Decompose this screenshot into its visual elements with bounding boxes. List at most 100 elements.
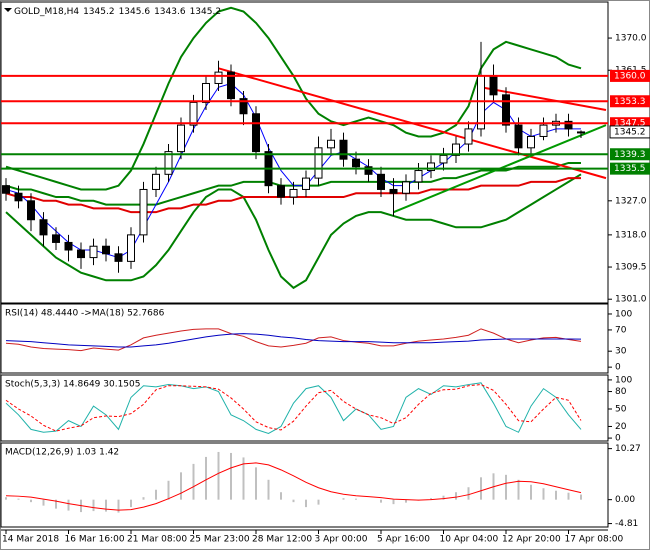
level-label: 1347.5	[614, 119, 646, 129]
candle-body	[377, 173, 385, 190]
candle-body	[277, 185, 285, 198]
y-tick-label: 1327.0	[615, 196, 647, 206]
candle-body	[52, 234, 60, 243]
candle-body	[102, 245, 110, 255]
histogram-bar	[192, 463, 195, 500]
y-tick-label: 1370.0	[615, 34, 647, 44]
candle-body	[364, 166, 373, 175]
histogram-bar	[392, 499, 395, 505]
candle-body	[202, 82, 210, 103]
candle-body	[39, 219, 48, 236]
candle-body	[177, 124, 185, 153]
histogram-bar	[292, 499, 295, 503]
histogram-bar	[242, 457, 245, 500]
x-tick-label: 16 Mar 16:00	[65, 535, 125, 545]
line-series	[5, 173, 582, 290]
y-tick-label: 70	[615, 325, 627, 335]
candle-body	[514, 124, 523, 149]
panel-frame	[0, 303, 609, 374]
x-tick-label: 28 Mar 12:00	[252, 535, 312, 545]
plot-area	[5, 382, 582, 434]
plot-area	[5, 451, 582, 513]
histogram-bar	[467, 487, 470, 500]
histogram-bar	[380, 499, 382, 503]
x-tick-label: 25 Mar 23:00	[190, 535, 250, 545]
candle-body	[64, 241, 73, 251]
histogram-bar	[167, 480, 170, 500]
histogram-bar	[530, 484, 532, 500]
title-part: GOLD_M18,H4	[14, 7, 79, 17]
x-tick-label: 5 Apr 16:00	[377, 535, 430, 545]
plot-area	[5, 328, 582, 352]
candle-body	[302, 177, 310, 190]
trend-line	[480, 86, 607, 111]
line-series	[5, 333, 582, 348]
histogram-bar	[480, 477, 482, 500]
candle-body	[127, 234, 135, 262]
panel-title: MACD(12,26,9) 1.03 1.42	[5, 448, 119, 458]
candle-body	[289, 188, 298, 198]
histogram-bar	[230, 452, 232, 500]
candle-body	[189, 101, 198, 126]
histogram-bar	[117, 499, 120, 513]
candle-body	[14, 192, 23, 202]
y-tick-label: 30	[615, 347, 627, 357]
histogram-bar	[17, 498, 20, 500]
line-series	[5, 382, 582, 434]
candle-body	[577, 131, 585, 134]
histogram-bar	[105, 499, 107, 512]
plot-area	[2, 6, 607, 290]
level-tag	[610, 148, 650, 161]
candle-body	[452, 143, 460, 156]
histogram-bar	[42, 499, 45, 506]
candle-body	[252, 113, 260, 153]
candle-body	[2, 185, 10, 194]
histogram-bar	[342, 498, 345, 500]
histogram-bar	[30, 499, 32, 503]
panel-frame	[0, 442, 609, 528]
y-tick-label: 0.00	[615, 495, 635, 505]
histogram-bar	[505, 474, 507, 500]
last-price-label: 1345.2	[614, 127, 646, 137]
histogram-bar	[455, 492, 457, 500]
title-part: 1345.2	[83, 7, 115, 17]
histogram-bar	[180, 472, 182, 500]
line-series	[5, 462, 582, 511]
histogram-bar	[305, 499, 307, 508]
candle-body	[327, 139, 335, 149]
level-label: 1353.3	[614, 97, 646, 107]
histogram-bar	[55, 499, 57, 509]
histogram-bar	[155, 489, 157, 500]
candle-body	[477, 75, 485, 130]
histogram-bar	[92, 499, 95, 512]
candle-body	[439, 154, 448, 164]
candle-body	[339, 139, 348, 160]
price-tag	[609, 125, 650, 139]
candle-body	[402, 181, 410, 194]
candle-body	[77, 249, 85, 259]
level-tag	[610, 162, 650, 175]
y-tick-label: 1309.5	[615, 263, 647, 273]
level-tag	[610, 95, 650, 108]
candle-body	[89, 245, 98, 259]
histogram-bar	[580, 494, 582, 500]
histogram-bar	[355, 498, 357, 500]
x-tick-label: 17 Apr 08:00	[565, 535, 624, 545]
level-label: 1335.5	[614, 164, 646, 174]
histogram-bar	[542, 488, 545, 500]
candle-body	[27, 200, 35, 221]
histogram-bar	[217, 451, 220, 500]
histogram-bar	[430, 498, 432, 500]
candle-body	[564, 120, 573, 130]
chart-title: GOLD_M18,H4 1345.2 1345.6 1343.6 1345.2	[14, 7, 221, 17]
panel-title: Stoch(5,3,3) 14.8649 30.1505	[5, 380, 140, 390]
y-tick-label: 80	[615, 387, 627, 397]
candle-body	[114, 253, 123, 262]
candle-body	[427, 162, 435, 172]
histogram-bar	[67, 499, 70, 511]
title-arrow	[4, 8, 12, 12]
histogram-bar	[405, 499, 407, 503]
candle-body	[414, 170, 423, 183]
